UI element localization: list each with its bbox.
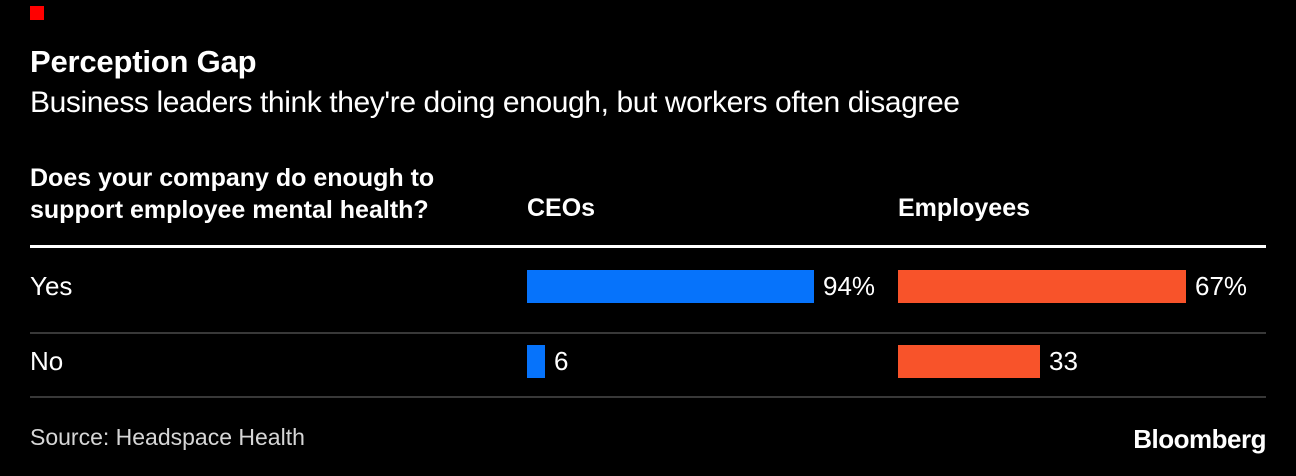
question-line-1: Does your company do enough to bbox=[30, 164, 435, 192]
column-header-employees: Employees bbox=[898, 194, 1031, 222]
ceos-no-value-label: 6 bbox=[554, 346, 569, 376]
employees-no-bar bbox=[898, 345, 1040, 378]
row-divider bbox=[30, 396, 1266, 398]
ceos-yes-bar bbox=[527, 270, 814, 303]
employees-yes-value-label: 67% bbox=[1195, 271, 1248, 301]
employees-yes-bar bbox=[898, 270, 1186, 303]
employees-no-bar-cell: 33 bbox=[898, 345, 1078, 378]
question-line-2: support employee mental health? bbox=[30, 196, 429, 224]
employees-no-value-label: 33 bbox=[1049, 346, 1078, 376]
chart-title: Perception Gap bbox=[30, 44, 257, 79]
category-label-no: No bbox=[30, 346, 64, 376]
employees-yes-bar-cell: 67% bbox=[898, 270, 1247, 303]
question-label: Does your company do enough to support e… bbox=[30, 162, 434, 226]
category-label-yes: Yes bbox=[30, 271, 73, 301]
ceos-no-bar bbox=[527, 345, 545, 378]
bloomberg-logo: Bloomberg bbox=[1133, 424, 1266, 454]
ceos-yes-value-label: 94% bbox=[823, 271, 876, 301]
source-label: Source: Headspace Health bbox=[30, 424, 305, 450]
column-header-ceos: CEOs bbox=[527, 194, 596, 222]
ceos-no-bar-cell: 6 bbox=[527, 345, 568, 378]
ceos-yes-bar-cell: 94% bbox=[527, 270, 875, 303]
chart-subtitle: Business leaders think they're doing eno… bbox=[30, 86, 960, 119]
header-rule bbox=[30, 245, 1266, 248]
red-square-brand-mark bbox=[30, 6, 44, 20]
row-divider bbox=[30, 332, 1266, 334]
